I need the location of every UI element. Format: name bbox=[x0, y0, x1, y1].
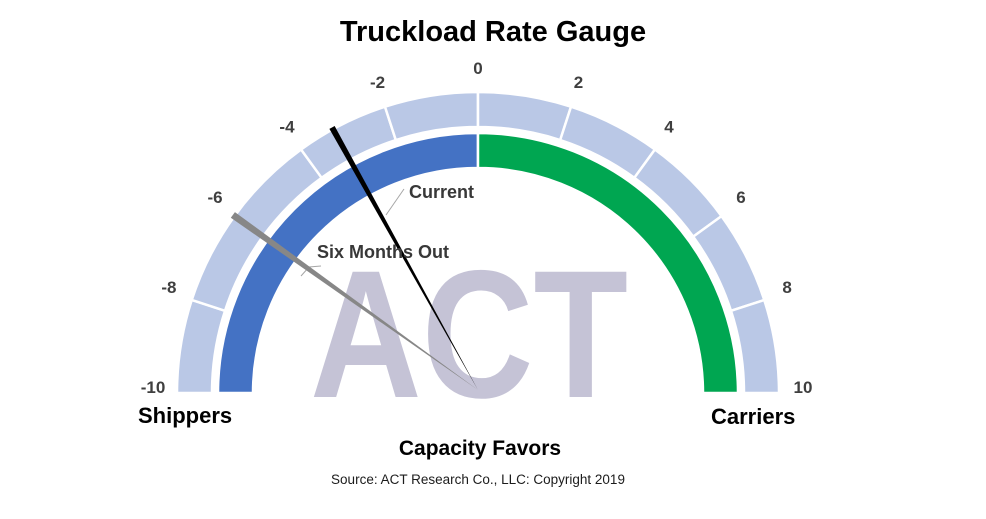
leader-line-current bbox=[385, 188, 405, 216]
needle-six-months-out bbox=[230, 212, 478, 390]
tick-label: 4 bbox=[664, 118, 674, 137]
needle-label-six-months-out: Six Months Out bbox=[317, 242, 449, 262]
shippers-label: Shippers bbox=[138, 403, 233, 428]
tick-label: 8 bbox=[782, 278, 791, 297]
gauge-ring-segment bbox=[729, 298, 781, 395]
carriers-label: Carriers bbox=[711, 404, 796, 429]
tick-label: -2 bbox=[370, 73, 385, 92]
tick-label: 10 bbox=[794, 378, 813, 397]
needle-current bbox=[329, 126, 478, 390]
tick-label: -8 bbox=[161, 278, 176, 297]
tick-label: -6 bbox=[208, 188, 223, 207]
gauge-zone-1 bbox=[476, 131, 740, 395]
tick-label: 2 bbox=[574, 73, 583, 92]
tick-label: 0 bbox=[473, 59, 482, 78]
tick-label: -4 bbox=[279, 118, 295, 137]
watermark-text: ACT bbox=[310, 232, 628, 436]
capacity-favors-label: Capacity Favors bbox=[398, 437, 562, 460]
needle-label-current: Current bbox=[409, 182, 475, 202]
chart-title: Truckload Rate Gauge bbox=[339, 16, 647, 48]
tick-label: -10 bbox=[141, 378, 166, 397]
tick-label: 6 bbox=[736, 188, 745, 207]
source-text: Source: ACT Research Co., LLC: Copyright… bbox=[331, 472, 625, 487]
